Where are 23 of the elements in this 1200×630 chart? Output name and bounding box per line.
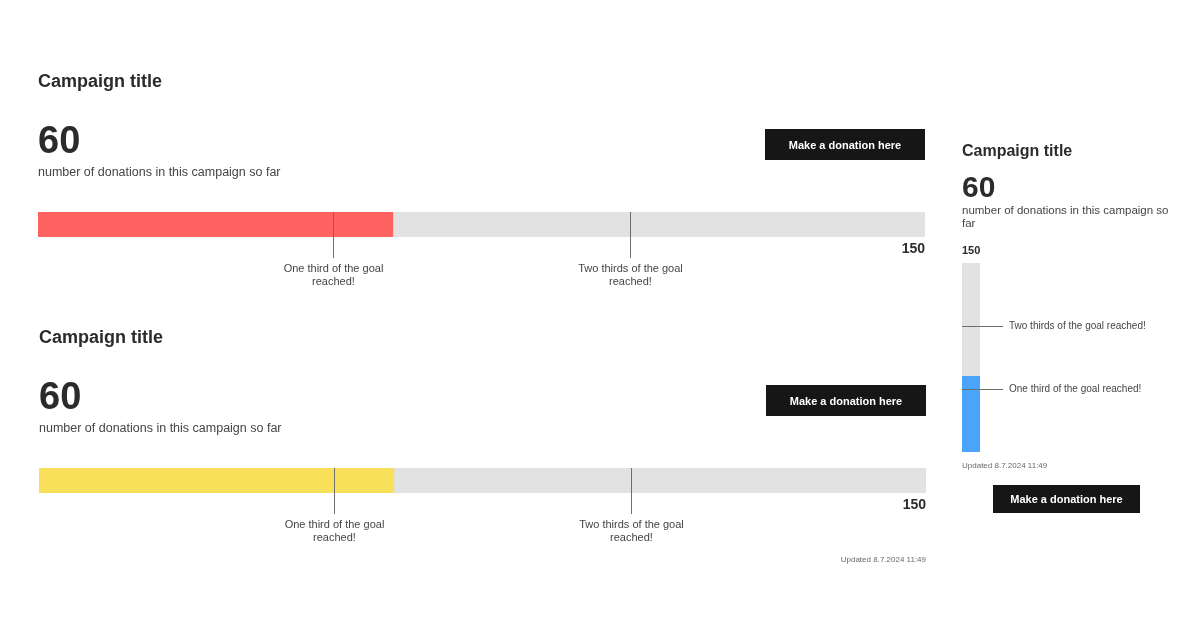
text: 150 xyxy=(901,239,926,256)
donate-button[interactable]: Make a donation here xyxy=(766,385,926,416)
ref-line-label: Two thirds of the goal reached! xyxy=(578,262,683,287)
ref-line-label: Two thirds of the goal reached! xyxy=(579,518,684,543)
chart-subtitle: number of donations in this campaign so far xyxy=(38,165,281,180)
donate-button[interactable]: Make a donation here xyxy=(765,129,925,160)
chart-title: Campaign title xyxy=(39,326,164,347)
text: Campaign title xyxy=(962,142,1073,160)
chart-subtitle: number of donations in this campaign so far xyxy=(39,421,282,436)
text: 150 xyxy=(962,244,981,257)
ref-line-label: One third of the goal reached! xyxy=(283,262,384,287)
text: 60 xyxy=(39,375,82,418)
text: 150 xyxy=(902,495,927,512)
ref-line-label: One third of the goal reached! xyxy=(1009,383,1142,395)
chart-title: Campaign title xyxy=(38,70,163,91)
text: 60 xyxy=(38,119,81,162)
ref-line-label: Two thirds of the goal reached! xyxy=(1009,320,1146,332)
text: number of donations in this campaign so far xyxy=(962,204,1169,230)
text: Updated 8.7.2024 11:49 xyxy=(840,555,927,565)
text: 60 xyxy=(962,170,996,204)
text: Updated 8.7.2024 11:49 xyxy=(962,461,1048,471)
donate-button[interactable]: Make a donation here xyxy=(993,485,1140,513)
ref-line-label: One third of the goal reached! xyxy=(284,518,385,543)
